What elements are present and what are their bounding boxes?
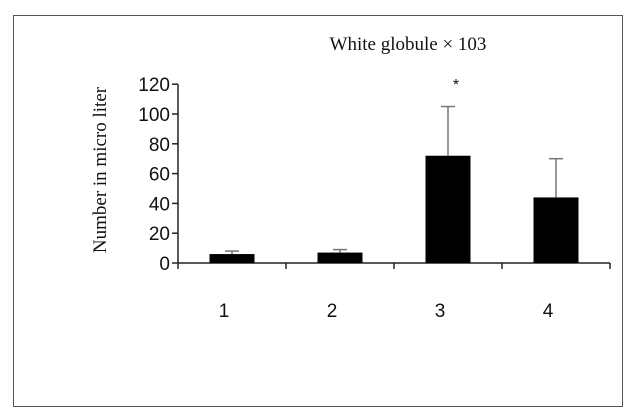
chart-frame: [13, 15, 623, 407]
x-tick-label: 1: [219, 301, 230, 322]
y-tick-label: 120: [138, 75, 170, 96]
x-tick-label: 4: [543, 301, 554, 322]
bar: [425, 155, 471, 263]
bar: [533, 197, 579, 263]
bar: [209, 254, 255, 263]
y-tick-label: 20: [149, 224, 170, 245]
plot-area: 0 20 40 60 80 100 120 1 2 3 * 4: [138, 75, 611, 322]
y-tick-label: 40: [149, 194, 170, 215]
significance-marker: *: [453, 77, 459, 94]
y-axis-label: Number in micro liter: [90, 86, 111, 253]
x-tick-label: 2: [327, 301, 338, 322]
y-tick-label: 0: [159, 254, 170, 275]
bar: [317, 252, 363, 263]
chart-title: White globule × 103: [330, 34, 487, 55]
x-tick-label: 3: [435, 301, 446, 322]
y-tick-label: 100: [138, 105, 170, 126]
y-tick-label: 60: [149, 165, 170, 186]
y-tick-label: 80: [149, 135, 170, 156]
